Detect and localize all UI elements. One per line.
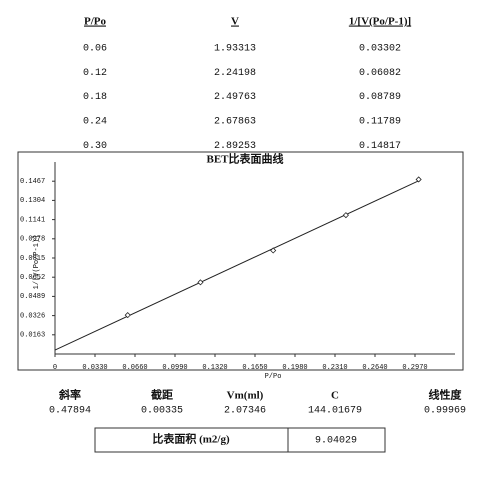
x-tick-label: 0.0330 <box>82 364 107 372</box>
surface-area-label: 比表面积 (m2/g) <box>152 432 230 446</box>
x-tick-label: 0.0660 <box>122 364 147 372</box>
table-cell: 0.18 <box>83 92 107 103</box>
table-cell: 2.67863 <box>214 117 256 128</box>
table-cell: 0.14817 <box>359 141 401 152</box>
table-cell: 2.24198 <box>214 68 256 79</box>
y-tick-label: 0.0163 <box>20 332 45 340</box>
table-cell: 0.03302 <box>359 44 401 55</box>
table-cell: 0.30 <box>83 141 107 152</box>
y-tick-label: 0.1141 <box>20 216 45 224</box>
result-header: 截距 <box>151 388 173 402</box>
result-value: 0.99969 <box>424 406 466 417</box>
x-tick-label: 0.0990 <box>162 364 187 372</box>
x-tick-label: 0.2640 <box>362 364 387 372</box>
y-tick-label: 0.1304 <box>20 197 45 205</box>
data-point <box>124 312 131 319</box>
table-cell: 0.06082 <box>359 68 401 79</box>
table-cell: 0.24 <box>83 117 107 128</box>
x-tick-label: 0.2310 <box>322 364 347 372</box>
result-value: 144.01679 <box>308 406 362 417</box>
x-tick-label: 0.1320 <box>202 364 227 372</box>
data-point <box>415 176 422 183</box>
x-tick-label: 0 <box>53 364 57 372</box>
data-point <box>197 279 204 286</box>
result-header: Vm(ml) <box>227 390 264 402</box>
x-tick-label: 0.1650 <box>242 364 267 372</box>
data-point <box>342 212 349 219</box>
table-cell: 0.12 <box>83 68 107 79</box>
table-cell: 2.89253 <box>214 141 256 152</box>
y-tick-label: 0.1467 <box>20 178 45 186</box>
y-tick-label: 0.0489 <box>20 293 45 301</box>
y-tick-label: 0.0652 <box>20 274 45 282</box>
result-value: 2.07346 <box>224 406 266 417</box>
table-header: 1/[V(Po/P-1)] <box>349 16 411 28</box>
table-cell: 0.06 <box>83 44 107 55</box>
table-cell: 1.93313 <box>214 44 256 55</box>
table-header: P/Po <box>84 16 106 28</box>
x-tick-label: 0.1980 <box>282 364 307 372</box>
table-cell: 0.11789 <box>359 117 401 128</box>
chart-title: BET比表面曲线 <box>206 152 283 166</box>
y-tick-label: 0.0815 <box>20 255 45 263</box>
result-box <box>94 427 386 453</box>
y-axis-label: 1/[V(Po/P-1)] <box>33 235 41 290</box>
y-tick-label: 0.0978 <box>20 236 45 244</box>
result-value: 0.47894 <box>49 406 91 417</box>
result-value: 0.00335 <box>141 406 183 417</box>
chart-frame <box>17 151 464 371</box>
result-header: 线性度 <box>429 388 463 402</box>
table-cell: 0.08789 <box>359 92 401 103</box>
table-cell: 2.49763 <box>214 92 256 103</box>
result-header: 斜率 <box>58 388 81 402</box>
x-tick-label: 0.2970 <box>402 364 427 372</box>
fit-line <box>54 180 419 351</box>
x-axis-label: P/Po <box>265 373 282 381</box>
result-header: C <box>331 390 339 402</box>
y-tick-label: 0.0326 <box>20 312 45 320</box>
data-point <box>270 247 277 254</box>
surface-area-value: 9.04029 <box>315 436 357 447</box>
table-header: V <box>231 16 239 28</box>
